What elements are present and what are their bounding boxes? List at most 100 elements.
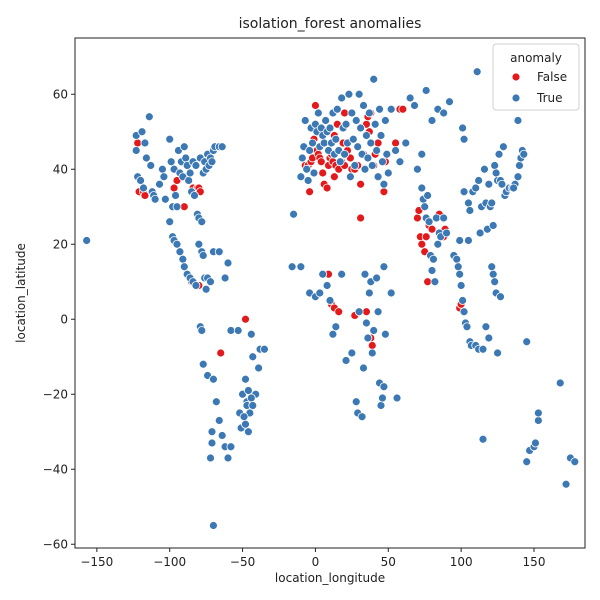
data-point-true — [364, 288, 374, 298]
legend-label-true: True — [536, 91, 563, 105]
data-point-true — [191, 161, 201, 170]
data-point-true — [372, 273, 382, 283]
data-point-true — [379, 262, 389, 272]
data-point-false — [340, 108, 349, 118]
data-point-true — [141, 153, 151, 163]
data-point-true — [490, 161, 500, 170]
data-point-true — [481, 322, 491, 332]
data-point-true — [427, 266, 437, 275]
data-point-true — [401, 138, 411, 148]
data-point-true — [456, 281, 466, 290]
data-point-true — [131, 146, 141, 155]
data-point-true — [570, 457, 580, 467]
data-point-true — [395, 157, 405, 167]
data-point-true — [136, 176, 145, 185]
legend: anomaly False True — [492, 43, 580, 111]
data-point-true — [367, 348, 377, 358]
data-point-true — [331, 134, 341, 144]
data-point-true — [351, 397, 361, 407]
data-point-true — [462, 322, 472, 332]
data-point-true — [465, 206, 475, 215]
data-point-true — [373, 307, 383, 317]
data-point-true — [82, 236, 92, 245]
data-point-true — [181, 153, 191, 163]
data-point-true — [197, 326, 207, 335]
data-point-true — [155, 179, 164, 189]
data-point-true — [453, 262, 463, 272]
data-point-true — [475, 228, 485, 238]
data-point-true — [348, 134, 358, 144]
data-point-true — [319, 138, 329, 148]
data-point-false — [329, 172, 339, 182]
data-point-true — [423, 191, 433, 200]
data-point-false — [322, 183, 332, 193]
data-point-true — [515, 161, 524, 170]
data-point-true — [248, 352, 258, 362]
data-point-true — [211, 397, 221, 407]
y-axis: −60 −40 −20 0 20 40 60 — [43, 87, 75, 551]
data-point-true — [366, 138, 376, 148]
data-point-true — [226, 326, 236, 335]
data-point-true — [347, 108, 357, 118]
data-point-true — [179, 262, 189, 272]
data-point-false — [417, 239, 427, 249]
data-point-true — [531, 438, 540, 448]
data-point-true — [442, 228, 451, 238]
data-point-true — [452, 254, 462, 264]
data-point-true — [207, 157, 217, 167]
data-point-true — [354, 307, 364, 317]
data-point-true — [488, 269, 498, 279]
data-point-true — [382, 149, 392, 159]
data-point-true — [480, 164, 489, 174]
data-point-true — [325, 123, 335, 133]
data-point-true — [302, 164, 312, 174]
data-point-false — [391, 138, 400, 148]
data-point-true — [464, 236, 473, 245]
x-axis: −150 −100 −50 0 50 100 150 — [80, 548, 545, 569]
data-point-true — [561, 479, 571, 489]
data-point-true — [459, 187, 469, 197]
data-point-true — [491, 168, 501, 178]
data-point-true — [197, 217, 207, 227]
data-point-true — [391, 146, 400, 155]
data-point-true — [331, 322, 341, 332]
data-point-true — [417, 149, 427, 159]
data-point-true — [315, 288, 325, 298]
data-point-true — [340, 149, 349, 159]
data-point-true — [201, 284, 211, 294]
data-point-true — [478, 434, 488, 444]
data-point-true — [439, 108, 449, 118]
data-point-true — [171, 191, 180, 200]
data-point-true — [325, 296, 335, 305]
data-point-true — [372, 146, 382, 155]
data-point-true — [375, 104, 384, 114]
data-point-true — [478, 344, 488, 354]
data-point-true — [226, 442, 236, 452]
data-point-true — [378, 393, 387, 403]
y-tick-label: −20 — [43, 387, 68, 401]
data-point-true — [198, 251, 208, 260]
data-point-true — [459, 134, 469, 144]
data-point-false — [305, 187, 315, 197]
data-point-true — [359, 363, 368, 373]
data-point-false — [427, 224, 437, 234]
x-tick-label: −50 — [230, 555, 255, 569]
data-point-true — [179, 142, 189, 152]
data-point-true — [497, 179, 507, 189]
plot-area-frame — [74, 37, 586, 549]
data-point-true — [433, 239, 443, 249]
data-point-true — [241, 374, 250, 384]
y-tick-label: −40 — [43, 462, 68, 476]
data-point-true — [309, 168, 319, 178]
data-point-true — [472, 67, 482, 77]
data-point-true — [376, 401, 386, 410]
data-point-true — [493, 348, 502, 358]
data-point-true — [513, 116, 523, 125]
legend-marker-false — [511, 72, 521, 82]
data-point-true — [345, 172, 355, 182]
data-point-true — [166, 157, 176, 167]
data-point-true — [351, 116, 361, 125]
data-point-true — [455, 236, 465, 245]
data-point-true — [289, 209, 298, 219]
